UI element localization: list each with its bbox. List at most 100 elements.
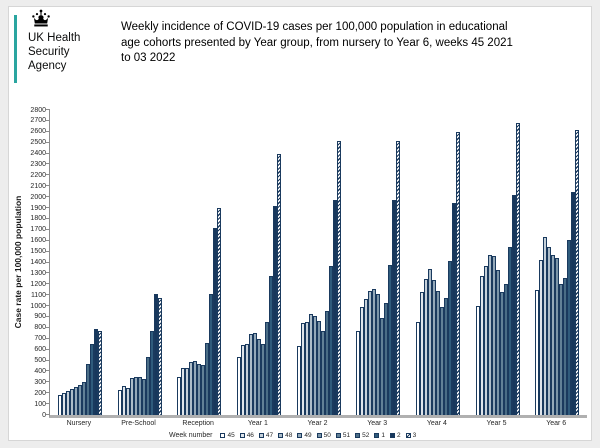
x-axis-label-year-6: Year 6	[546, 420, 567, 427]
y-tick-label-2000: 2000	[30, 193, 46, 201]
y-tick-mark	[46, 272, 50, 274]
y-tick-label-100: 100	[34, 400, 46, 408]
bar-week-1-year-4	[447, 260, 452, 415]
y-tick-mark	[46, 228, 50, 230]
y-tick-label-1700: 1700	[30, 226, 46, 234]
legend-item-week-50: 50	[316, 432, 331, 439]
y-tick-label-1500: 1500	[30, 248, 46, 256]
y-tick-mark	[46, 337, 50, 339]
bar-week-49-year-2	[312, 316, 317, 415]
y-tick-label-1300: 1300	[30, 269, 46, 277]
bar-week-50-year-5	[495, 269, 500, 415]
legend-label-week-50: 50	[323, 432, 331, 439]
bar-week-2-reception	[213, 227, 218, 415]
legend-title: Week number	[169, 432, 213, 439]
y-tick-label-700: 700	[34, 335, 46, 343]
legend-item-week-47: 47	[258, 432, 274, 439]
bar-week-3-year-2	[336, 140, 341, 415]
bar-week-45-reception	[177, 376, 182, 415]
bar-week-50-year-3	[376, 294, 381, 415]
y-tick-mark	[46, 185, 50, 187]
bar-week-3-year-5	[515, 123, 520, 415]
bar-week-49-reception	[193, 360, 198, 415]
legend-item-week-52: 52	[355, 432, 369, 439]
bar-week-1-year-6	[567, 239, 572, 415]
chart-legend: Week number 45 46 47 48 49 50 51 52 1 2 3	[169, 432, 416, 439]
y-tick-mark	[46, 119, 50, 121]
bar-week-51-year-5	[499, 292, 504, 415]
legend-swatch-week-52	[355, 433, 361, 438]
x-axis-label-year-5: Year 5	[486, 420, 507, 427]
y-tick-mark	[46, 250, 50, 252]
bar-week-45-year-5	[475, 305, 480, 415]
logo-accent-bar	[14, 15, 17, 83]
bar-week-50-year-4	[435, 290, 440, 415]
legend-item-week-1: 1	[374, 432, 385, 439]
bar-week-3-year-6	[575, 129, 580, 415]
bar-week-46-year-4	[419, 292, 424, 415]
y-tick-mark	[46, 315, 50, 317]
legend-item-week-45: 45	[220, 432, 235, 439]
bar-week-52-year-3	[384, 302, 389, 415]
page-title: Weekly incidence of COVID-19 cases per 1…	[121, 20, 583, 67]
logo-line: Security	[28, 46, 70, 58]
y-tick-mark	[46, 174, 50, 176]
legend-swatch-week-48	[278, 433, 284, 438]
legend-label-week-1: 1	[381, 432, 385, 439]
title-line: to 03 2022	[121, 52, 176, 64]
y-tick-label-300: 300	[34, 378, 46, 386]
legend-label-week-45: 45	[227, 432, 235, 439]
y-tick-label-1800: 1800	[30, 215, 46, 223]
bar-group-year-2	[289, 110, 349, 415]
bar-week-46-year-1	[240, 344, 245, 415]
y-tick-label-1100: 1100	[30, 291, 46, 299]
bar-week-49-nursery	[73, 387, 78, 415]
bar-group-pre-school	[110, 110, 170, 415]
x-axis-label-year-3: Year 3	[367, 420, 388, 427]
y-tick-label-2300: 2300	[30, 160, 46, 168]
bar-week-3-reception	[217, 207, 222, 415]
y-tick-label-200: 200	[34, 389, 46, 397]
bar-week-50-year-1	[256, 339, 261, 415]
legend-item-week-3: 3	[405, 432, 417, 439]
y-tick-mark	[46, 141, 50, 143]
legend-label-week-3: 3	[412, 432, 417, 439]
legend-label-week-49: 49	[304, 432, 312, 439]
y-tick-mark	[46, 403, 50, 405]
bar-week-46-pre-school	[121, 386, 126, 415]
y-tick-label-1400: 1400	[30, 259, 46, 266]
bar-week-50-reception	[197, 363, 202, 415]
y-tick-label-1200: 1200	[30, 280, 46, 288]
y-tick-label-2600: 2600	[30, 128, 46, 136]
y-tick-mark	[46, 381, 50, 383]
bar-week-52-year-1	[264, 321, 269, 415]
y-tick-label-2200: 2200	[30, 171, 46, 179]
bar-week-1-year-2	[328, 265, 333, 415]
bar-week-45-nursery	[57, 394, 62, 415]
legend-swatch-week-49	[297, 433, 303, 438]
y-tick-mark	[46, 414, 50, 415]
bar-week-49-year-5	[491, 255, 496, 415]
bar-group-nursery	[50, 110, 110, 415]
bar-week-47-pre-school	[125, 388, 130, 415]
y-tick-mark	[46, 196, 50, 198]
bar-week-2-year-1	[272, 205, 277, 415]
legend-label-week-47: 47	[265, 432, 274, 439]
bar-week-51-year-1	[260, 344, 265, 415]
logo-line: UK Health	[28, 32, 81, 44]
bar-week-49-pre-school	[133, 376, 138, 415]
y-tick-label-2100: 2100	[30, 182, 46, 190]
x-axis-label-year-4: Year 4	[426, 420, 447, 427]
bar-group-year-6	[527, 110, 587, 415]
legend-item-week-51: 51	[335, 432, 350, 439]
bar-chart-plot-area: Case rate per 100,000 population 0 100 200…	[13, 107, 587, 419]
y-tick-label-900: 900	[34, 313, 46, 321]
title-line: age cohorts presented by Year group, fro…	[121, 36, 513, 49]
bar-week-52-year-5	[503, 284, 508, 415]
bar-week-50-year-6	[555, 258, 560, 415]
y-tick-mark	[46, 305, 50, 307]
y-tick-label-500: 500	[34, 357, 46, 365]
y-tick-label-400: 400	[34, 367, 46, 375]
x-axis-labels: Nursery Pre-School Reception Year 1 Year 2 Ye…	[49, 420, 586, 427]
bar-week-1-pre-school	[149, 330, 154, 415]
